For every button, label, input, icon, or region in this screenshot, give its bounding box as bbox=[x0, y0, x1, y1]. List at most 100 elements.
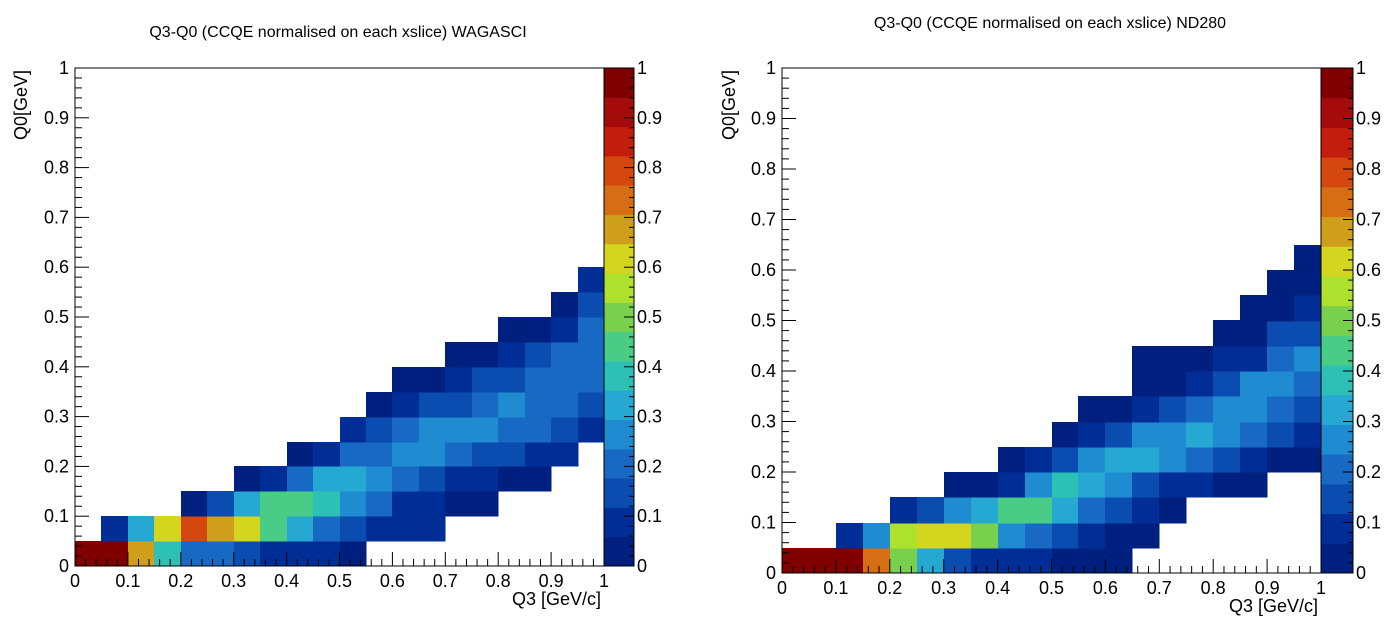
colorbar-segment bbox=[604, 448, 634, 479]
y-tick-label: 1 bbox=[766, 58, 776, 78]
heatmap-cell bbox=[1267, 371, 1295, 397]
heatmap-cell bbox=[1267, 295, 1295, 322]
heatmap-cell bbox=[551, 342, 579, 368]
x-tick-label: 1 bbox=[599, 571, 609, 591]
y-tick-label: 0.3 bbox=[751, 412, 776, 432]
heatmap-cell bbox=[1186, 472, 1214, 498]
heatmap-cell bbox=[998, 472, 1026, 498]
heatmap-cell bbox=[1105, 523, 1133, 549]
heatmap-cell bbox=[340, 466, 367, 492]
colorbar-segment bbox=[604, 419, 634, 450]
heatmap-cell bbox=[313, 442, 341, 467]
heatmap-cell bbox=[392, 392, 420, 418]
x-tick-label: 0.4 bbox=[274, 571, 299, 591]
heatmap-cell bbox=[782, 548, 810, 574]
heatmap-cell bbox=[498, 417, 526, 443]
heatmap-cell bbox=[1294, 371, 1322, 397]
heatmap-cell bbox=[181, 516, 208, 542]
heatmap-cell bbox=[1186, 371, 1214, 397]
heatmap-cell bbox=[551, 417, 579, 443]
x-tick-label: 0.7 bbox=[1147, 578, 1172, 598]
heatmap-cell bbox=[1240, 320, 1268, 347]
colorbar-segment bbox=[604, 360, 634, 391]
heatmap-cell bbox=[366, 491, 393, 517]
x-tick-label: 0 bbox=[70, 571, 80, 591]
heatmap-cell bbox=[472, 466, 499, 492]
heatmap-cell bbox=[313, 466, 341, 492]
heatmap-cell bbox=[551, 292, 579, 318]
heatmap-cell bbox=[1186, 346, 1214, 372]
heatmap-cell bbox=[1025, 472, 1053, 498]
heatmap-cell bbox=[578, 417, 605, 443]
heatmap-cell bbox=[1052, 447, 1079, 473]
colorbar-segment bbox=[1321, 543, 1353, 574]
x-tick-label: 0.7 bbox=[433, 571, 458, 591]
chart-panel-wagasci: Q3-Q0 (CCQE normalised on each xslice) W… bbox=[0, 0, 676, 629]
y-tick-label: 0.1 bbox=[751, 513, 776, 533]
heatmap-cell bbox=[498, 442, 526, 467]
heatmap-cell bbox=[1294, 396, 1322, 423]
heatmap-cell bbox=[1052, 497, 1079, 524]
heatmap-cell bbox=[419, 367, 446, 393]
heatmap-cell bbox=[1105, 497, 1133, 524]
heatmap-cell bbox=[1267, 270, 1295, 296]
colorbar-segment bbox=[604, 185, 634, 215]
heatmap-cell bbox=[1159, 396, 1187, 423]
heatmap-cell bbox=[525, 417, 552, 443]
colorbar-segment bbox=[604, 390, 634, 421]
heatmap-cell bbox=[366, 392, 393, 418]
heatmap-cell bbox=[445, 342, 473, 368]
heatmap-cell bbox=[971, 497, 999, 524]
heatmap-cell bbox=[1105, 447, 1133, 473]
heatmap-cell bbox=[1240, 295, 1268, 322]
heatmap-cell bbox=[525, 466, 552, 492]
heatmap-cell bbox=[1267, 321, 1295, 347]
heatmap-cell bbox=[917, 548, 945, 574]
heatmap-cell bbox=[366, 516, 393, 542]
heatmap-cell bbox=[207, 541, 235, 567]
x-tick-label: 0.3 bbox=[931, 578, 956, 598]
heatmap-cell bbox=[944, 497, 972, 524]
heatmap-cell bbox=[578, 292, 605, 318]
heatmap-cell bbox=[1294, 295, 1322, 322]
heatmap-chart-nd280: Q3-Q0 (CCQE normalised on each xslice) N… bbox=[719, 15, 1381, 616]
heatmap-cell bbox=[525, 392, 552, 418]
colorbar-segment bbox=[1321, 127, 1353, 158]
heatmap-cell bbox=[1213, 422, 1241, 448]
heatmap-cell bbox=[917, 523, 945, 549]
heatmap-cell bbox=[1078, 422, 1106, 448]
heatmap-cell bbox=[1213, 346, 1241, 372]
heatmap-cell bbox=[971, 523, 999, 549]
heatmap-cell bbox=[1132, 523, 1160, 549]
heatmap-cell bbox=[944, 523, 972, 549]
heatmap-cell bbox=[1240, 447, 1268, 473]
colorbar-tick-label: 0.5 bbox=[1356, 311, 1381, 331]
heatmap-cell bbox=[578, 342, 605, 368]
heatmap-cell bbox=[863, 523, 891, 549]
y-tick-label: 0.9 bbox=[44, 108, 69, 128]
heatmap-cell bbox=[890, 497, 918, 524]
heatmap-cell bbox=[260, 516, 288, 542]
colorbar-segment bbox=[1321, 68, 1353, 99]
colorbar-tick-label: 0.1 bbox=[1356, 513, 1381, 533]
colorbar-tick-label: 0.7 bbox=[1356, 210, 1381, 230]
x-tick-label: 0.4 bbox=[985, 578, 1010, 598]
colorbar-tick-label: 0.8 bbox=[637, 158, 662, 178]
heatmap-cell bbox=[313, 491, 341, 517]
heatmap-cell bbox=[1294, 245, 1322, 271]
colorbar-tick-label: 0.7 bbox=[637, 207, 662, 227]
colorbar-tick-label: 0 bbox=[637, 556, 647, 576]
colorbar-tick-label: 0.9 bbox=[637, 108, 662, 128]
heatmap-cell bbox=[917, 497, 945, 524]
heatmap-cell bbox=[445, 491, 473, 517]
heatmap-cell bbox=[1078, 447, 1106, 473]
heatmap-cell bbox=[551, 367, 579, 393]
heatmap-cell bbox=[1078, 497, 1106, 524]
heatmap-cell bbox=[313, 541, 341, 567]
heatmap-cell bbox=[392, 466, 420, 492]
heatmap-cell bbox=[181, 491, 208, 517]
heatmap-cell bbox=[525, 367, 552, 393]
x-tick-label: 0.3 bbox=[221, 571, 246, 591]
colorbar-tick-label: 1 bbox=[637, 58, 647, 78]
heatmap-cell bbox=[472, 367, 499, 393]
